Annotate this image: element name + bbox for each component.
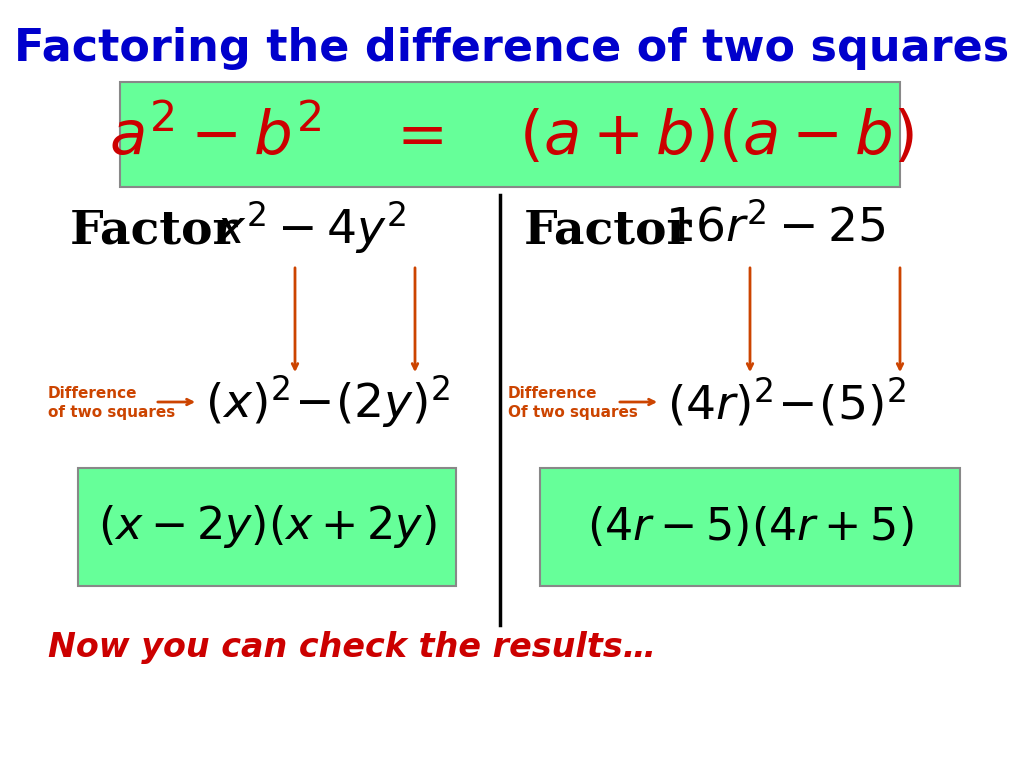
- Text: $16r^2 - 25$: $16r^2 - 25$: [665, 204, 885, 251]
- Bar: [540, 468, 961, 586]
- Text: $(x)^2\!-\!(2y)^2$: $(x)^2\!-\!(2y)^2$: [205, 373, 451, 431]
- Text: Difference: Difference: [508, 386, 597, 400]
- Text: Factor: Factor: [70, 207, 239, 253]
- Text: $(4r - 5)(4r + 5)$: $(4r - 5)(4r + 5)$: [587, 505, 913, 549]
- Text: $(4r)^2\!-\!(5)^2$: $(4r)^2\!-\!(5)^2$: [667, 376, 906, 429]
- Text: Now you can check the results…: Now you can check the results…: [48, 631, 656, 664]
- Text: Difference: Difference: [48, 386, 137, 400]
- Text: Factor: Factor: [524, 207, 692, 253]
- Text: Factoring the difference of two squares: Factoring the difference of two squares: [14, 27, 1010, 69]
- Text: of two squares: of two squares: [48, 405, 175, 419]
- Text: Of two squares: Of two squares: [508, 405, 638, 419]
- Text: $(x - 2y)(x + 2y)$: $(x - 2y)(x + 2y)$: [97, 504, 436, 551]
- Bar: [120, 82, 900, 187]
- Text: $a^2 - b^2\quad =\quad (a + b)(a - b)$: $a^2 - b^2\quad =\quad (a + b)(a - b)$: [110, 101, 914, 168]
- Text: $x^2 - 4y^2$: $x^2 - 4y^2$: [215, 200, 407, 257]
- Bar: [78, 468, 456, 586]
